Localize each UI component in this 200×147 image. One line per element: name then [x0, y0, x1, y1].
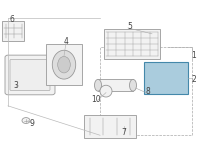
Polygon shape — [84, 115, 136, 138]
Text: 9: 9 — [30, 119, 34, 128]
Text: 7: 7 — [122, 128, 126, 137]
Ellipse shape — [100, 85, 112, 97]
Text: 3: 3 — [14, 81, 18, 90]
Ellipse shape — [130, 79, 136, 91]
Ellipse shape — [52, 50, 76, 79]
Text: 8: 8 — [146, 87, 150, 96]
Text: 6: 6 — [10, 15, 14, 24]
Text: 5: 5 — [128, 22, 132, 31]
Text: 1: 1 — [192, 51, 196, 60]
Bar — [100, 47, 192, 135]
Bar — [46, 44, 82, 85]
Ellipse shape — [95, 79, 102, 91]
Bar — [104, 29, 160, 59]
Text: 4: 4 — [64, 37, 68, 46]
Bar — [2, 21, 24, 41]
FancyBboxPatch shape — [5, 55, 55, 95]
FancyBboxPatch shape — [10, 60, 50, 90]
Ellipse shape — [58, 56, 70, 73]
Bar — [144, 62, 188, 94]
Text: 10: 10 — [91, 95, 101, 105]
Text: 2: 2 — [192, 75, 196, 84]
Bar — [98, 79, 133, 91]
Circle shape — [22, 118, 30, 123]
